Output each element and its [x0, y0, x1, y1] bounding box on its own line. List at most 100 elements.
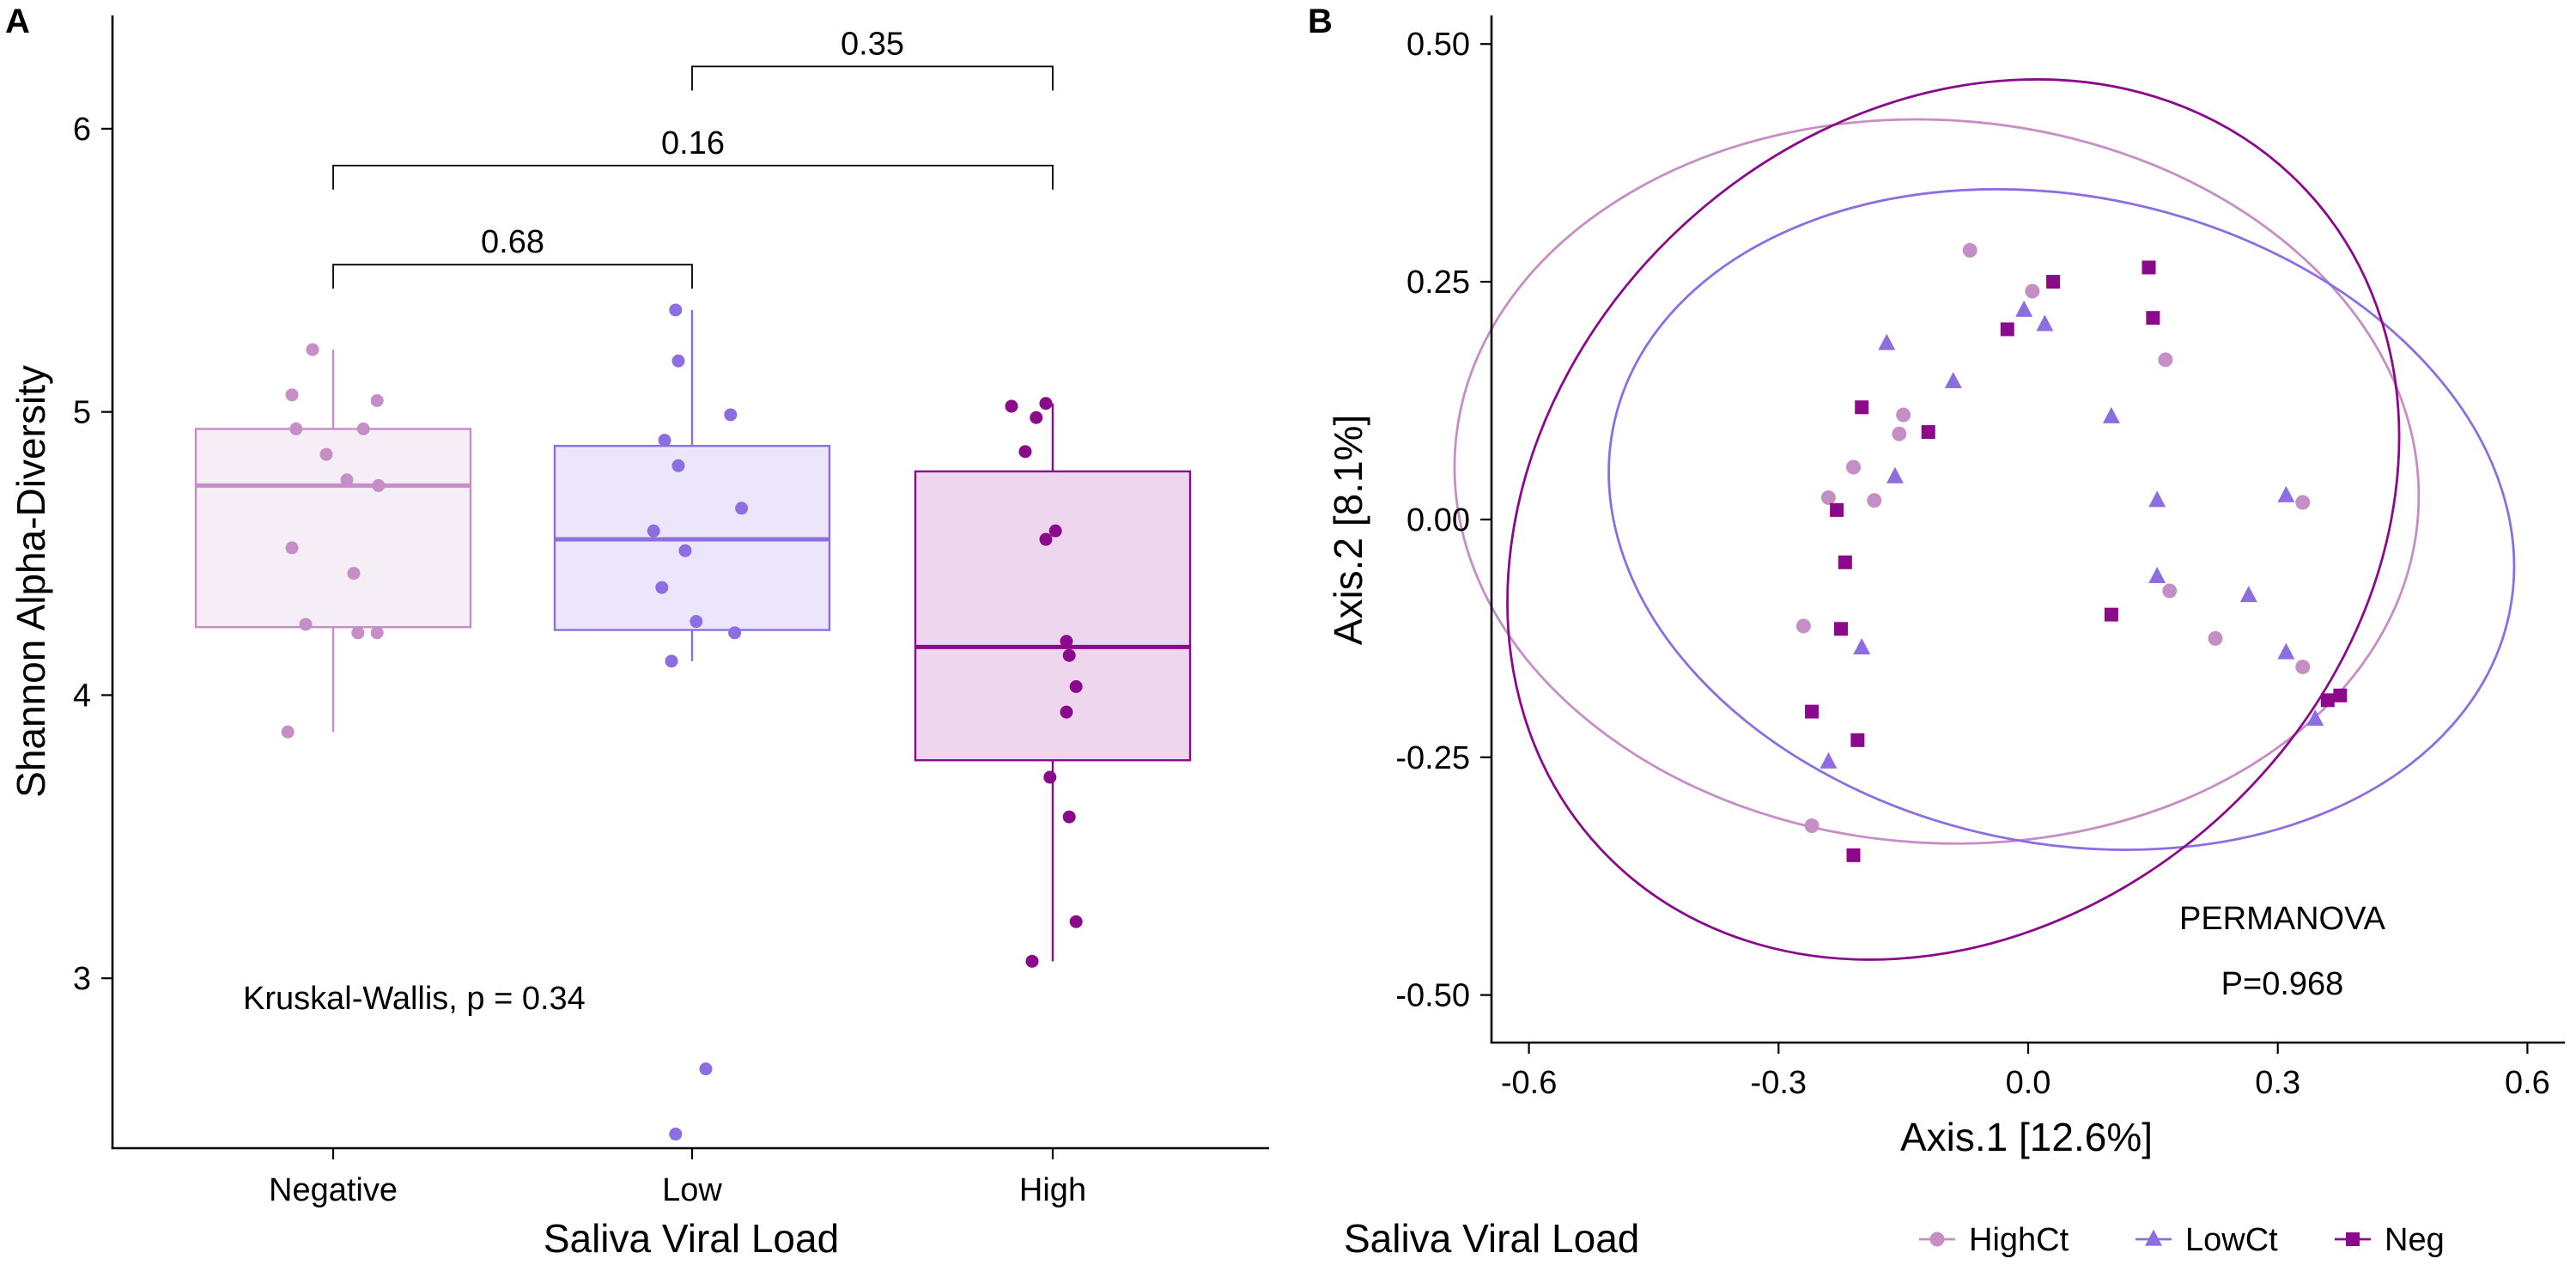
panel-b-ellipses [1453, 78, 2516, 961]
panel-b-pcoa: B -0.50 -0.25 0.00 0.25 0.50 -0.6 -0.3 0.0 0.3 0… [1308, 3, 2565, 1261]
data-point-low [647, 524, 660, 538]
panel-a-x-axis-title: Saliva Viral Load [544, 1216, 839, 1261]
data-point-highct [1896, 407, 1911, 423]
panel-a-y-ticks: 3 4 5 6 [73, 112, 112, 997]
data-point-lowct [2239, 586, 2257, 603]
ellipse-neg [1506, 78, 2401, 961]
data-point-neg [2333, 688, 2348, 702]
data-point-high [1043, 770, 1057, 784]
data-point-low [671, 459, 685, 472]
data-point-low [665, 654, 678, 668]
data-point-lowct [2277, 485, 2295, 502]
data-point-highct [2208, 630, 2223, 646]
data-point-low [671, 354, 685, 368]
data-point-highct [1804, 818, 1820, 834]
data-point-low [669, 1128, 683, 1141]
data-point-low [690, 615, 703, 629]
data-point-low [658, 434, 671, 447]
data-point-lowct [2102, 406, 2120, 423]
legend-entries: HighCt LowCt Neg [1919, 1222, 2445, 1258]
data-point-highct [1867, 493, 1882, 508]
legend-item-neg: Neg [2335, 1222, 2445, 1258]
data-point-negative [370, 393, 384, 407]
data-point-highct [2295, 495, 2311, 510]
data-point-low [669, 303, 683, 317]
y-tick-label: 4 [73, 678, 91, 714]
data-point-negative [356, 422, 370, 435]
data-point-high [1062, 648, 1076, 662]
data-point-negative [306, 343, 319, 356]
panel-a-x-ticks: Negative Low High [269, 1148, 1086, 1208]
box-rect-negative [194, 428, 472, 629]
legend-item-lowct: LowCt [2136, 1222, 2278, 1258]
panel-b-x-ticks: -0.6 -0.3 0.0 0.3 0.6 [1501, 1043, 2550, 1101]
data-point-low [728, 626, 742, 640]
y-tick-label: -0.50 [1395, 978, 1470, 1014]
x-tick-label: -0.6 [1501, 1065, 1557, 1101]
box-negative [194, 350, 472, 733]
permanova-p-value: P=0.968 [2221, 966, 2344, 1002]
data-point-negative [299, 617, 313, 631]
legend-label-lowct: LowCt [2185, 1222, 2278, 1258]
data-point-lowct [1820, 751, 1838, 769]
data-point-high [1060, 635, 1073, 648]
data-point-high [1018, 445, 1032, 459]
data-point-negative [285, 541, 299, 555]
data-point-neg [2142, 260, 2156, 275]
data-point-neg [2046, 275, 2061, 289]
comparison-bracket [332, 264, 693, 289]
legend-label-neg: Neg [2385, 1222, 2445, 1258]
panel-b-points [1795, 243, 2348, 862]
data-point-low [699, 1062, 713, 1076]
comparison-bracket [691, 65, 1054, 91]
kruskal-wallis-annotation: Kruskal-Wallis, p = 0.34 [243, 981, 586, 1017]
panel-b-legend: Saliva Viral Load HighCt LowCt Neg [1344, 1216, 2445, 1261]
data-point-high [1039, 397, 1053, 411]
y-tick-label: 6 [73, 112, 91, 148]
data-point-lowct [2036, 314, 2054, 331]
x-tick-label-high: High [1019, 1172, 1086, 1208]
data-point-high [1025, 954, 1039, 968]
x-tick-label: 0.0 [2006, 1065, 2051, 1101]
data-point-highct [1820, 490, 1836, 505]
box-high [914, 403, 1192, 962]
box-low [553, 309, 831, 661]
data-point-high [1069, 915, 1083, 928]
data-point-negative [347, 567, 361, 581]
data-point-negative [281, 725, 295, 739]
panel-b-x-axis-title: Axis.1 [12.6%] [1900, 1115, 2153, 1159]
data-point-high [1005, 399, 1018, 413]
y-tick-label: 0.50 [1406, 27, 1470, 63]
data-point-lowct [2277, 642, 2295, 660]
data-point-highct [2295, 660, 2311, 675]
permanova-label: PERMANOVA [2179, 901, 2386, 937]
data-point-negative [370, 626, 384, 640]
data-point-neg [1838, 555, 1852, 569]
data-point-neg [1830, 502, 1844, 517]
data-point-lowct [2015, 300, 2033, 317]
panel-b-letter: B [1308, 3, 1333, 40]
panel-a-letter: A [5, 3, 30, 40]
comparison-p-value: 0.16 [661, 125, 725, 161]
data-point-highct [1962, 243, 1978, 258]
data-point-lowct [1886, 466, 1904, 483]
panel-a-points [281, 303, 1083, 1141]
data-point-low [724, 408, 738, 422]
legend-title: Saliva Viral Load [1344, 1216, 1639, 1261]
data-point-lowct [2148, 490, 2166, 508]
x-tick-label: 0.3 [2255, 1065, 2300, 1101]
data-point-highct [2158, 352, 2173, 368]
x-tick-label-negative: Negative [269, 1172, 398, 1208]
data-point-highct [1892, 426, 1907, 441]
y-tick-label: 0.00 [1406, 502, 1470, 538]
panel-a-boxes [194, 309, 1192, 962]
data-point-low [678, 544, 692, 557]
data-point-neg [1805, 704, 1820, 719]
data-point-highct [1846, 459, 1862, 475]
y-tick-label: 5 [73, 395, 91, 431]
legend-label-highct: HighCt [1969, 1222, 2069, 1258]
data-point-high [1030, 411, 1043, 424]
y-tick-label: 3 [73, 961, 91, 997]
data-point-neg [1833, 622, 1848, 636]
panel-a-comparison-brackets: 0.68 0.16 0.35 [332, 26, 1054, 289]
